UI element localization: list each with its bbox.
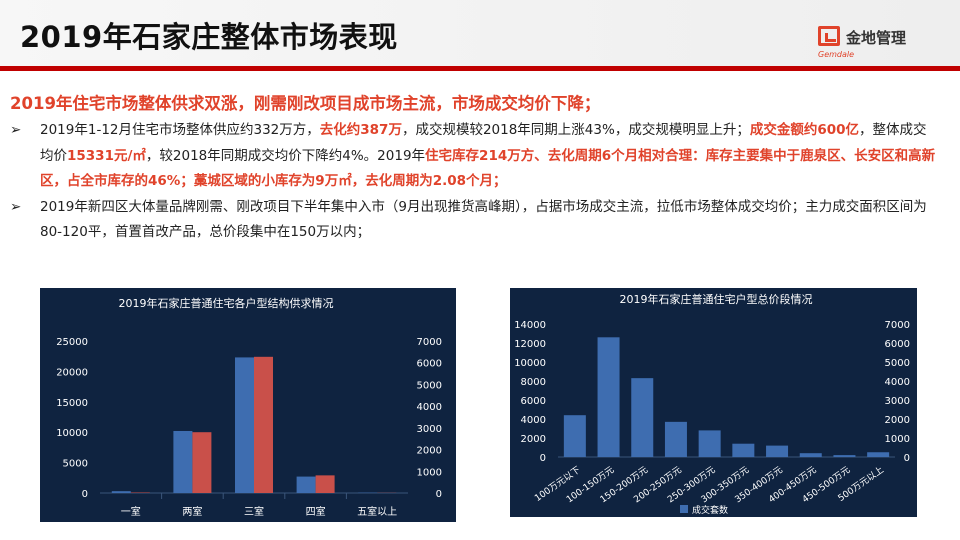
y2-tick-label: 1000 (417, 467, 442, 478)
bullet-text: 2019年新四区大体量品牌刚需、刚改项目下半年集中入市（9月出现推货高峰期），占… (40, 198, 927, 241)
y2-tick-label: 7000 (885, 320, 910, 331)
y2-tick-label: 5000 (417, 380, 442, 391)
x-tick-label: 四室 (306, 505, 326, 518)
bar (664, 421, 687, 457)
y-tick-label: 14000 (514, 320, 546, 331)
y-tick-label: 0 (540, 453, 546, 464)
y2-tick-label: 6000 (417, 359, 442, 370)
y-tick-label: 8000 (521, 377, 546, 388)
x-tick-label: 三室 (244, 505, 264, 518)
bar (732, 443, 755, 457)
logo-name: 金地管理 (846, 29, 907, 47)
bar (833, 455, 856, 457)
y2-tick-label: 3000 (417, 424, 442, 435)
y2-tick-label: 5000 (885, 358, 910, 369)
summary-headline: 2019年住宅市场整体供求双涨，刚需刚改项目成市场主流，市场成交均价下降； (10, 94, 601, 113)
bar (296, 476, 316, 493)
x-tick-label: 一室 (121, 505, 141, 518)
y2-tick-label: 4000 (885, 377, 910, 388)
y2-tick-label: 3000 (885, 396, 910, 407)
chart-title: 2019年石家庄普通住宅各户型结构供求情况 (119, 296, 334, 310)
bar (563, 415, 586, 457)
page-title: 2019年石家庄整体市场表现 (20, 20, 398, 54)
legend-swatch (680, 505, 688, 513)
bar (192, 432, 212, 493)
legend-label: 成交套数 (692, 504, 728, 516)
price-band-chart: 2019年石家庄普通住宅户型总价段情况 0 2000 4000 6000 8000 1000… (510, 288, 917, 517)
y2-tick-label: 1000 (885, 434, 910, 445)
x-tick-label: 两室 (182, 505, 202, 518)
bar (631, 378, 654, 457)
y-tick-label: 10000 (56, 428, 88, 439)
bar (111, 491, 131, 493)
y-tick-label: 10000 (514, 358, 546, 369)
y2-tick-label: 2000 (885, 415, 910, 426)
bar (173, 430, 193, 493)
y2-tick-label: 0 (436, 489, 442, 500)
unit-type-chart-svg: 2019年石家庄普通住宅各户型结构供求情况0500010000150002000… (56, 296, 442, 518)
y-tick-label: 25000 (56, 337, 88, 348)
bullet-text: 2019年1-12月住宅市场整体供应约332万方，去化约387万，成交规模较20… (40, 122, 936, 189)
bar (766, 445, 789, 457)
bar (597, 337, 620, 457)
bar (254, 356, 273, 493)
y2-tick-label: 7000 (417, 337, 442, 348)
chart-title: 2019年石家庄普通住宅户型总价段情况 (620, 292, 813, 306)
y2-tick-label: 0 (904, 453, 910, 464)
y2-tick-label: 4000 (417, 402, 442, 413)
header-divider (0, 66, 960, 71)
bar (698, 430, 721, 457)
y2-tick-label: 2000 (417, 446, 442, 457)
logo-sub: Gemdale (818, 50, 855, 59)
bullet-item-new-districts: ➢ 2019年新四区大体量品牌刚需、刚改项目下半年集中入市（9月出现推货高峰期）… (10, 195, 938, 246)
y-tick-label: 15000 (56, 398, 88, 409)
bar (799, 453, 822, 457)
x-tick-label: 五室以上 (357, 505, 397, 518)
bullet-arrow-icon: ➢ (10, 198, 22, 215)
y-tick-label: 4000 (521, 415, 546, 426)
bullet-item-supply: ➢ 2019年1-12月住宅市场整体供应约332万方，去化约387万，成交规模较… (10, 118, 938, 195)
y-tick-label: 2000 (521, 434, 546, 445)
price-band-chart-svg: 2019年石家庄普通住宅户型总价段情况 0 2000 4000 6000 8000 1000… (514, 292, 910, 516)
bullet-arrow-icon: ➢ (10, 122, 22, 138)
bullet-list: ➢ 2019年1-12月住宅市场整体供应约332万方，去化约387万，成交规模较… (10, 118, 938, 246)
y-tick-label: 0 (82, 489, 88, 500)
logo-mark-icon (818, 26, 840, 46)
y-tick-label: 20000 (56, 367, 88, 378)
y-tick-label: 6000 (521, 396, 546, 407)
header-bar: 2019年石家庄整体市场表现 金地管理 Gemdale (0, 0, 960, 66)
y-tick-label: 5000 (63, 459, 88, 470)
bar (867, 452, 890, 457)
bar (235, 357, 254, 493)
bar (315, 475, 335, 493)
y2-tick-label: 6000 (885, 339, 910, 350)
y-tick-label: 12000 (514, 339, 546, 350)
gemdale-logo: 金地管理 Gemdale (818, 26, 928, 60)
unit-type-chart: 2019年石家庄普通住宅各户型结构供求情况 0 5000 10000 15000 2000… (40, 288, 456, 522)
